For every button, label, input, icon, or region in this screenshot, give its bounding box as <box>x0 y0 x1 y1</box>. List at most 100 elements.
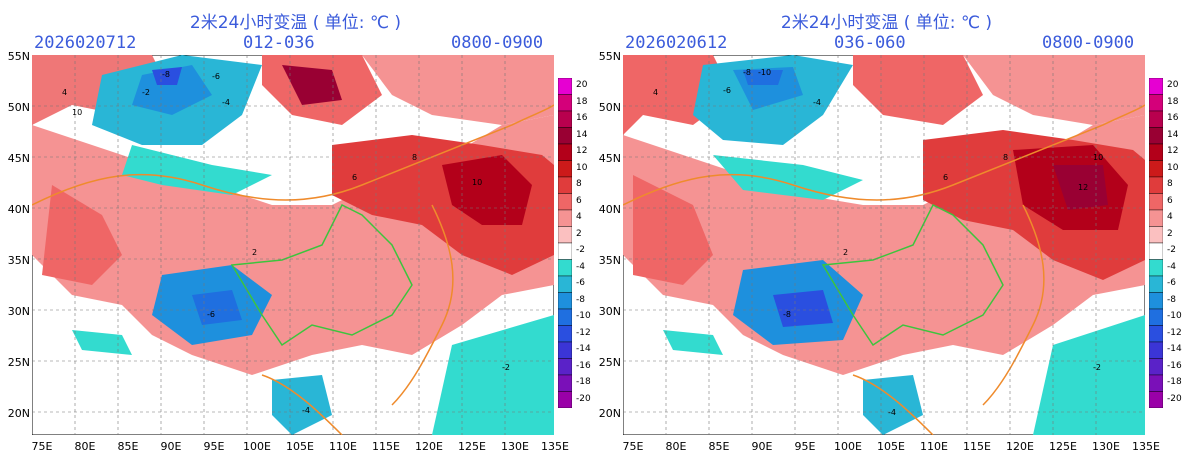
colorbar-tick-label: -16 <box>576 360 591 371</box>
lat-label: 55N <box>598 50 621 63</box>
forecast-range: 036-060 <box>834 33 906 53</box>
colorbar-cell <box>1149 94 1163 112</box>
lon-label: 100E <box>243 440 271 453</box>
colorbar-tick-label: 2 <box>576 228 582 239</box>
lat-label: 50N <box>7 101 30 114</box>
colorbar-tick-label: 16 <box>576 113 588 124</box>
contour-label: 4 <box>653 88 658 97</box>
colorbar-cell <box>1149 209 1163 227</box>
colorbar-tick-label: 14 <box>576 129 588 140</box>
colorbar-cell <box>558 176 572 194</box>
contour-label: 2 <box>843 248 848 257</box>
colorbar-tick-label: -10 <box>576 311 591 322</box>
lat-label: 30N <box>7 305 30 318</box>
colorbar-tick-label: 8 <box>576 179 582 190</box>
contour-label: -4 <box>302 406 310 415</box>
contour-label: 10 <box>472 178 482 187</box>
lon-label: 95E <box>794 440 816 453</box>
colorbar-cell <box>558 341 572 359</box>
lon-label: 90E <box>160 440 182 453</box>
contour-label: 10 <box>72 108 82 117</box>
lon-label: 95E <box>203 440 225 453</box>
contour-label: 6 <box>943 173 948 182</box>
colorbar-tick-label: -16 <box>1167 360 1182 371</box>
colorbar-tick-label: -8 <box>1167 294 1176 305</box>
colorbar-cell <box>558 127 572 145</box>
colorbar-tick-label: 20 <box>1167 80 1179 91</box>
colorbar-tick-label: 16 <box>1167 113 1179 124</box>
colorbar-cell <box>558 160 572 178</box>
lat-label: 45N <box>598 152 621 165</box>
colorbar-cell <box>558 193 572 211</box>
right-panel: 2米24小时变温 ( 单位: ℃ ) 2026020612 036-060 08… <box>591 0 1182 465</box>
panel-title: 2米24小时变温 ( 单位: ℃ ) <box>189 13 402 33</box>
colorbar-tick-label: -14 <box>1167 344 1182 355</box>
lon-label: 100E <box>834 440 862 453</box>
colorbar-cell <box>1149 292 1163 310</box>
lat-label: 25N <box>598 356 621 369</box>
lat-label: 35N <box>7 254 30 267</box>
contour-label: -4 <box>888 408 896 417</box>
lon-label: 120E <box>415 440 443 453</box>
colorbar-cell <box>558 308 572 326</box>
colorbar-cell <box>558 110 572 128</box>
contour-label: 10 <box>1093 153 1103 162</box>
colorbar-cell <box>1149 275 1163 293</box>
colorbar-cell <box>558 292 572 310</box>
colorbar-tick-label: -10 <box>1167 311 1182 322</box>
lat-label: 35N <box>598 254 621 267</box>
colorbar-cell <box>558 78 572 95</box>
lat-label: 30N <box>598 305 621 318</box>
contour-label: -8 <box>162 70 170 79</box>
colorbar-tick-label: 6 <box>576 195 582 206</box>
colorbar-tick-label: -2 <box>576 245 585 256</box>
colorbar-tick-label: -14 <box>576 344 591 355</box>
lon-label: 130E <box>1092 440 1120 453</box>
lon-label: 125E <box>458 440 486 453</box>
panel-title: 2米24小时变温 ( 单位: ℃ ) <box>780 13 993 33</box>
colorbar <box>1149 78 1163 408</box>
colorbar-cell <box>1149 242 1163 260</box>
contour-label: -8 <box>743 68 751 77</box>
lon-label: 80E <box>665 440 687 453</box>
lon-label: 90E <box>751 440 773 453</box>
colorbar-cell <box>1149 226 1163 244</box>
lat-label: 40N <box>7 203 30 216</box>
colorbar-tick-label: 12 <box>576 146 588 157</box>
lat-label: 25N <box>7 356 30 369</box>
colorbar-cell <box>1149 358 1163 376</box>
colorbar-tick-label: 4 <box>1167 212 1173 223</box>
colorbar-cell <box>558 143 572 161</box>
contour-label: 8 <box>412 153 417 162</box>
colorbar-cell <box>558 275 572 293</box>
colorbar-cell <box>1149 374 1163 392</box>
colorbar-tick-label: -12 <box>1167 327 1182 338</box>
lon-label: 85E <box>117 440 139 453</box>
contour-label: 4 <box>62 88 67 97</box>
colorbar-tick-label: -6 <box>1167 278 1176 289</box>
colorbar-cell <box>558 94 572 112</box>
colorbar-cell <box>1149 308 1163 326</box>
colorbar-cell <box>558 325 572 343</box>
lat-label: 20N <box>598 407 621 420</box>
colorbar-cell <box>1149 110 1163 128</box>
temperature-change-map: -8 -6 -2 -4 4 10 8 6 2 -6 -4 10 -2 <box>32 55 554 435</box>
colorbar-tick-label: -4 <box>576 261 585 272</box>
lon-label: 125E <box>1049 440 1077 453</box>
colorbar-tick-label: -2 <box>1167 245 1176 256</box>
colorbar-tick-label: 12 <box>1167 146 1179 157</box>
contour-label: -4 <box>222 98 230 107</box>
contour-label: -6 <box>212 72 220 81</box>
init-time: 2026020712 <box>34 33 137 53</box>
contour-label: -10 <box>758 68 771 77</box>
contour-label: -6 <box>207 310 215 319</box>
colorbar-tick-label: 20 <box>576 80 588 91</box>
colorbar-cell <box>1149 143 1163 161</box>
colorbar-cell <box>558 391 572 408</box>
colorbar-cell <box>1149 160 1163 178</box>
lon-label: 110E <box>920 440 948 453</box>
colorbar <box>558 78 572 408</box>
colorbar-tick-label: 18 <box>576 96 588 107</box>
init-time: 2026020612 <box>625 33 728 53</box>
colorbar-cell <box>1149 259 1163 277</box>
